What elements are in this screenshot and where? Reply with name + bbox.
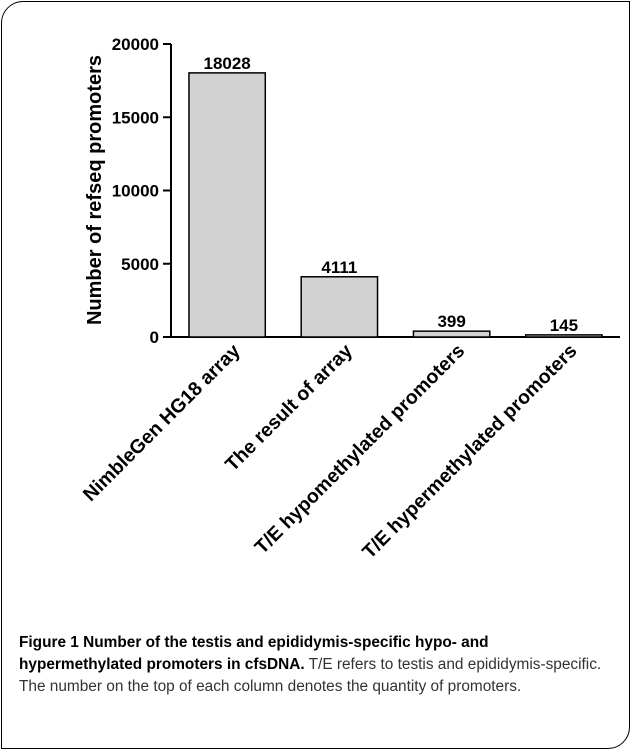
bar-value-label: 145 [550,316,578,335]
x-tick-label: NimbleGen HG18 array [79,340,245,506]
figure-caption: Figure 1 Number of the testis and epidid… [19,632,615,698]
bar [412,330,491,338]
bar [188,72,267,338]
x-tick-label: The result of array [221,340,357,476]
caption-text: T/E refers to testis and epididymis-spec… [19,656,602,695]
bar-value-label: 18028 [203,54,250,73]
bar-value-label: 399 [437,312,465,331]
y-axis-label: Number of refseq promoters [84,55,106,325]
bar [300,276,379,338]
y-tick-label: 15000 [112,108,159,127]
caption-label: Figure 1 [19,634,79,651]
bar [524,334,603,338]
x-tick-label: T/E hypermethylated promoters [358,340,581,563]
y-tick-label: 10000 [112,182,159,201]
y-tick-label: 5000 [121,255,159,274]
y-tick-label: 20000 [112,35,159,54]
plot-area: 0 5000 10000 15000 20000 Number of refseq pro… [79,35,620,563]
y-tick-label: 0 [150,328,159,347]
bar-chart: 0 5000 10000 15000 20000 Number of refseq pro… [79,35,620,563]
bar-value-label: 4111 [321,258,357,277]
caption-title: Number of the testis and epididymis-spec… [19,634,489,673]
x-tick-label: T/E hypomethylated promoters [251,340,470,559]
